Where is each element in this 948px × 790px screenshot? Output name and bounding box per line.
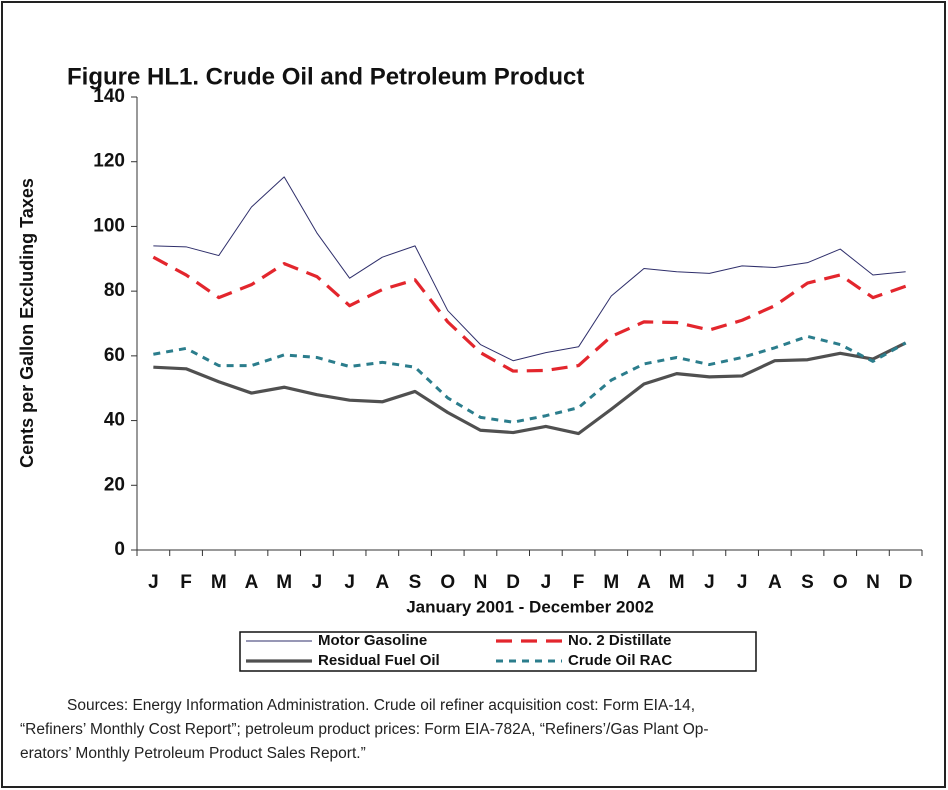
- legend-label: Crude Oil RAC: [568, 652, 672, 669]
- y-tick-label: 60: [104, 345, 125, 366]
- x-tick-label: N: [474, 572, 488, 593]
- y-tick-label: 0: [114, 539, 125, 560]
- series-line: [153, 334, 907, 424]
- legend-box: [239, 631, 757, 672]
- y-tick-label: 120: [93, 151, 125, 172]
- x-tick-label: A: [375, 572, 389, 593]
- source-note: “Refiners’ Monthly Cost Report”; petrole…: [20, 721, 709, 738]
- x-tick-label: S: [801, 572, 814, 593]
- x-tick-label: J: [148, 572, 159, 593]
- x-tick-label: S: [409, 572, 422, 593]
- x-tick-label: F: [573, 572, 585, 593]
- x-tick-label: A: [245, 572, 259, 593]
- x-tick-label: J: [344, 572, 355, 593]
- x-tick-label: D: [899, 572, 913, 593]
- y-tick-label: 140: [93, 86, 125, 107]
- y-tick-label: 40: [104, 410, 125, 431]
- y-tick-label: 100: [93, 215, 125, 236]
- chart-title: Figure HL1. Crude Oil and Petroleum Prod…: [67, 63, 584, 90]
- x-tick-label: M: [603, 572, 619, 593]
- y-tick-label: 80: [104, 280, 125, 301]
- x-axis-label: January 2001 - December 2002: [406, 597, 654, 616]
- x-tick-label: D: [506, 572, 520, 593]
- legend-label: No. 2 Distillate: [568, 632, 671, 649]
- series-line: [153, 341, 907, 436]
- x-tick-label: M: [669, 572, 685, 593]
- x-tick-label: N: [866, 572, 880, 593]
- source-note: Sources: Energy Information Administrati…: [67, 697, 695, 714]
- x-tick-label: O: [440, 572, 455, 593]
- x-tick-label: J: [312, 572, 323, 593]
- y-axis-label: Cents per Gallon Excluding Taxes: [17, 178, 37, 468]
- x-tick-label: A: [637, 572, 651, 593]
- x-tick-label: J: [541, 572, 552, 593]
- x-tick-label: A: [768, 572, 782, 593]
- x-tick-label: M: [276, 572, 292, 593]
- series-line: [153, 176, 906, 362]
- source-note: erators’ Monthly Petroleum Product Sales…: [20, 745, 366, 762]
- x-tick-label: M: [211, 572, 227, 593]
- legend-label: Residual Fuel Oil: [318, 652, 440, 669]
- series-line: [152, 255, 907, 373]
- legend-label: Motor Gasoline: [318, 632, 427, 649]
- x-tick-label: O: [833, 572, 848, 593]
- x-tick-label: J: [704, 572, 715, 593]
- y-tick-label: 20: [104, 474, 125, 495]
- x-tick-label: F: [180, 572, 192, 593]
- x-tick-label: J: [737, 572, 748, 593]
